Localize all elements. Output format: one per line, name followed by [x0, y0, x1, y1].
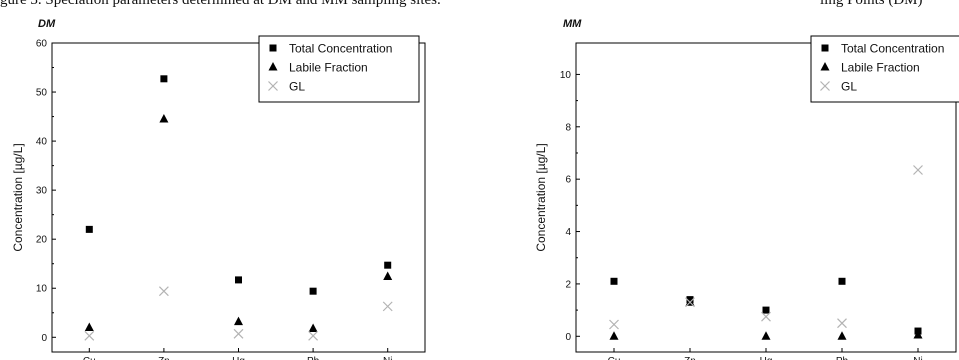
data-point-cross: [913, 165, 923, 175]
data-point-triangle: [761, 331, 771, 340]
data-point-triangle: [837, 331, 847, 340]
y-tick-label: 10: [560, 70, 572, 81]
y-tick-label: 60: [36, 39, 48, 50]
data-point-square: [384, 261, 392, 269]
panel-title: DM: [38, 18, 56, 30]
legend-label: Total Concentration: [289, 42, 392, 56]
legend-label: Labile Fraction: [841, 61, 920, 75]
legend-marker-triangle: [268, 62, 278, 71]
x-tick-label: Cu: [83, 356, 96, 360]
data-point-square: [762, 306, 770, 314]
legend: Total Concentration Labile Fraction GL: [810, 35, 959, 103]
gl-marker-stroke: [308, 330, 319, 341]
data-point-cross: [761, 311, 771, 322]
data-point-triangle: [308, 323, 318, 332]
gl-marker-stroke: [609, 319, 619, 330]
y-tick-label: 50: [36, 88, 48, 99]
data-point-square: [610, 277, 618, 285]
legend-label: GL: [841, 80, 857, 94]
gl-marker-stroke: [820, 81, 830, 91]
y-tick-label: 10: [36, 284, 48, 295]
data-point-square: [85, 225, 93, 233]
legend-marker-square: [269, 44, 277, 52]
data-point-triangle: [383, 271, 393, 280]
legend-marker-triangle: [820, 62, 830, 71]
legend-marker-cross: [820, 81, 830, 91]
x-tick-label: Pb: [307, 356, 320, 360]
data-point-cross: [84, 330, 95, 341]
data-point-square: [309, 287, 317, 295]
data-point-cross: [685, 297, 695, 308]
y-axis-title: Concentration [µg/L]: [534, 143, 548, 251]
gl-marker-stroke: [233, 328, 244, 339]
legend-label: GL: [289, 80, 305, 94]
figure-caption-right: ling Points (DM): [820, 0, 923, 8]
x-tick-label: Hg: [232, 356, 245, 360]
y-tick-label: 2: [565, 279, 571, 290]
data-point-square: [235, 276, 242, 284]
gl-marker-stroke: [158, 286, 169, 297]
x-tick-label: Cu: [608, 356, 621, 360]
gl-marker-stroke: [382, 301, 393, 312]
legend-label: Total Concentration: [841, 42, 944, 56]
x-tick-label: Ni: [913, 356, 922, 360]
legend-marker-square: [821, 44, 829, 52]
legend-box: [258, 35, 420, 103]
y-tick-label: 8: [565, 122, 571, 133]
y-tick-label: 0: [41, 333, 47, 344]
y-axis-title: Concentration [µg/L]: [11, 143, 25, 251]
data-point-cross: [609, 319, 619, 330]
gl-marker-stroke: [685, 297, 695, 308]
gl-marker-stroke: [761, 311, 771, 322]
gl-marker-stroke: [913, 165, 923, 175]
figure-caption-strip: gure 3. Speciation parameters determined…: [0, 0, 959, 16]
data-point-cross: [158, 286, 169, 297]
data-point-triangle: [159, 114, 169, 123]
figure-caption-left: gure 3. Speciation parameters determined…: [0, 0, 441, 8]
chart-panel-dm: 0 10 20 30 40 50 60 Cu Zn Hg Pb Ni DM Concentration […: [11, 18, 426, 360]
x-tick-label: Zn: [684, 356, 696, 360]
data-point-cross: [233, 328, 244, 339]
legend-label: Labile Fraction: [289, 61, 368, 75]
data-point-square: [160, 75, 168, 83]
data-point-cross: [382, 301, 393, 312]
y-tick-label: 20: [36, 235, 48, 246]
data-point-triangle: [609, 331, 619, 340]
panel-title: MM: [563, 18, 582, 30]
x-tick-label: Pb: [836, 356, 849, 360]
data-point-cross: [308, 330, 319, 341]
chart-panel-mm: 0 2 4 6 8 10 Cu Zn Hg Pb Ni MM Concentration [µg/L] T…: [534, 18, 959, 360]
y-tick-label: 6: [565, 175, 571, 186]
data-point-square: [838, 277, 846, 285]
data-point-triangle: [234, 316, 243, 326]
legend-box: [810, 35, 959, 103]
x-tick-label: Zn: [158, 356, 170, 360]
data-point-cross: [837, 318, 847, 329]
data-point-triangle: [913, 329, 923, 339]
gl-marker-stroke: [268, 81, 278, 91]
gl-marker-stroke: [837, 318, 847, 329]
y-tick-label: 0: [565, 332, 571, 343]
y-tick-label: 4: [565, 227, 571, 238]
legend-marker-cross: [268, 81, 278, 91]
x-tick-label: Hg: [760, 356, 773, 360]
gl-marker-stroke: [84, 330, 95, 341]
y-tick-label: 30: [36, 186, 48, 197]
data-point-triangle: [84, 322, 94, 331]
y-tick-label: 40: [36, 137, 48, 148]
x-tick-label: Ni: [383, 356, 392, 360]
legend: Total Concentration Labile Fraction GL: [258, 35, 420, 103]
